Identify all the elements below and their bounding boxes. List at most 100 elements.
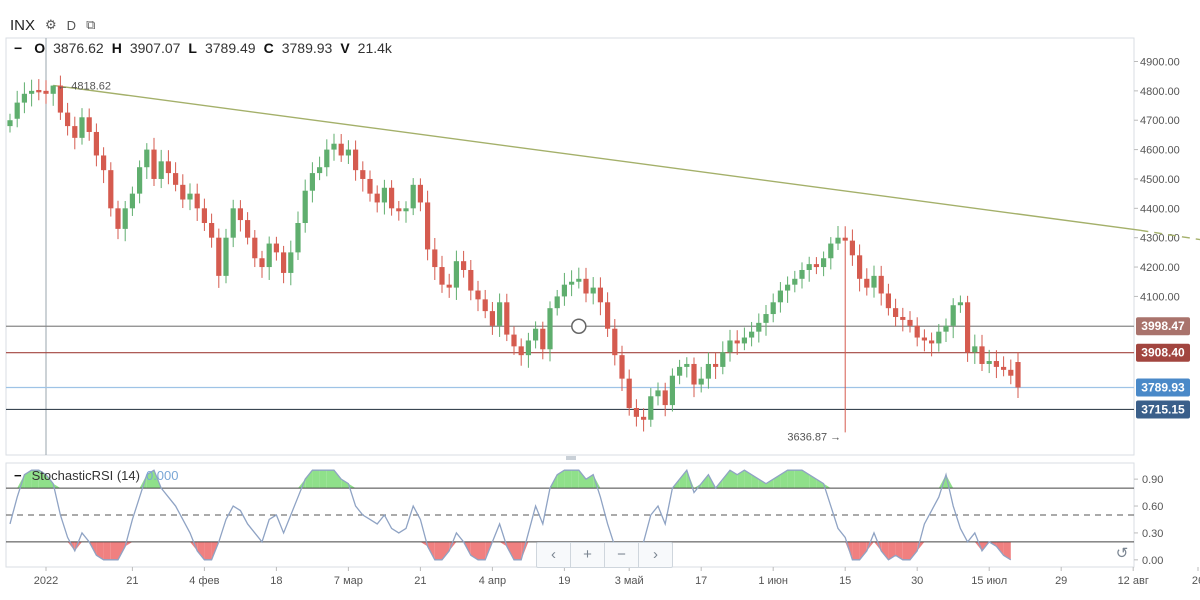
main-pane-frame [5,37,1135,456]
candle-body [871,275,877,288]
copy-icon[interactable]: ⧉ [86,17,96,32]
level-badge [1136,400,1190,419]
candle-body [360,170,366,179]
close-label: C [263,40,274,56]
candle-body [144,149,150,168]
trendline [53,84,1141,232]
candle-body [417,184,423,203]
candle-body [893,308,899,317]
overbought-fill [31,470,39,489]
candle-body [158,161,164,179]
zoom-out-button[interactable]: − [605,543,639,567]
overbought-fill [694,483,702,489]
high-annotation: ← 4818.62 [57,80,111,92]
time-tick-label: 4 апр [479,575,506,587]
interval-button[interactable]: D [66,17,77,33]
candle-body [777,290,783,303]
candle-body [533,328,539,341]
candle-body [187,193,193,200]
oversold-fill [442,541,450,560]
overbought-fill [794,470,802,489]
collapse-icon[interactable]: − [14,40,23,56]
candle-body [849,240,855,256]
candle-body [842,237,848,241]
oversold-fill [996,541,1004,556]
indicator-tick-label: 0.30 [1142,528,1163,540]
overbought-fill [312,470,320,489]
scroll-right-button[interactable]: › [653,546,658,563]
symbol-label[interactable]: INX [10,16,36,34]
candle-body [108,170,114,209]
candle-body [705,363,711,379]
candle-body [835,237,841,244]
candle-body [806,264,812,270]
candle-body [468,269,474,291]
candle-body [878,275,884,294]
overbought-fill [298,479,306,489]
candle-body [813,264,819,268]
time-tick-label: 3 май [615,575,644,587]
indicator-name: StochasticRSI (14) [31,468,140,483]
candle-body [266,243,272,268]
oversold-fill [1003,541,1011,560]
oversold-fill [197,541,205,560]
candle-body [590,287,596,294]
overbought-fill [780,470,788,489]
candle-body [461,261,467,270]
candle-body [576,278,582,282]
candle-body [1001,366,1007,370]
overbought-fill [809,474,817,489]
candle-body [93,131,99,156]
candle-body [763,314,769,323]
overbought-fill [586,474,594,489]
zoom-in-button[interactable]: + [571,543,605,567]
overbought-fill [730,470,738,489]
open-value: 3876.62 [53,40,104,56]
indicator-tick-label: 0.00 [1142,555,1163,567]
candle-body [885,293,891,309]
gear-icon[interactable]: ⚙ [45,17,57,32]
candle-body [770,302,776,315]
oversold-fill [420,541,428,547]
candle-body [115,208,121,229]
overbought-fill [766,479,774,489]
low-label: L [188,40,197,56]
low-value: 3789.49 [204,40,256,56]
level-badge [1136,317,1190,336]
oversold-fill [902,541,910,560]
candle-body [662,390,668,406]
candle-body [821,258,827,268]
level-badge-label: 3998.47 [1141,319,1185,333]
oversold-fill [888,541,896,560]
candle-body [597,287,603,303]
time-tick-label: 2022 [34,575,58,587]
price-tick-label: 4100.00 [1140,291,1180,303]
oversold-fill [110,541,118,560]
candle-body [381,187,387,203]
time-tick-label: 18 [270,575,282,587]
indicator-tick-label: 0.60 [1142,501,1163,513]
time-tick-label: 15 [839,575,851,587]
scroll-left-button[interactable]: ‹ [537,543,571,567]
oversold-fill [895,541,903,560]
candle-body [101,155,107,171]
candle-body [173,173,179,185]
candle-body [194,193,200,209]
overbought-fill [46,474,54,489]
low-annotation: 3636.87 → [787,431,841,443]
indicator-collapse-icon[interactable]: − [14,468,22,483]
candle-body [957,302,963,306]
candle-body [734,340,740,344]
candle-body [252,237,258,259]
candle-body [727,340,733,353]
candle-body [79,117,85,138]
candle-body [29,90,35,94]
overbought-fill [557,470,565,489]
candle-body [36,89,42,93]
time-tick-label: 7 мар [334,575,363,587]
reset-icon[interactable]: ↺ [1115,545,1129,562]
candle-body [453,261,459,288]
candle-body [180,184,186,200]
